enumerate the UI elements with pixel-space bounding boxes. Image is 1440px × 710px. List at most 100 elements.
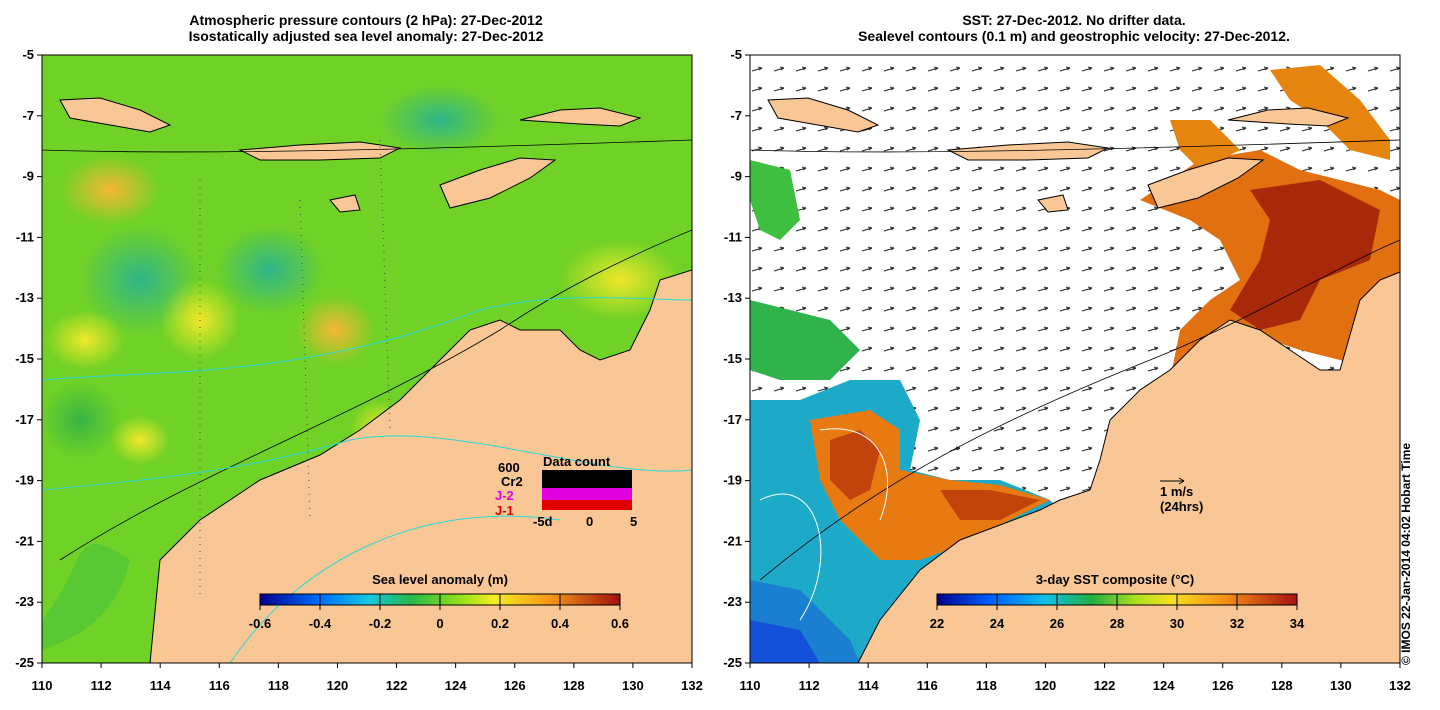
left-title-line1: Atmospheric pressure contours (2 hPa): 2… (189, 12, 543, 28)
depth-contour (42, 435, 692, 491)
lat-tick-label: -25 (723, 655, 742, 670)
lat-tick-label: -7 (22, 108, 34, 123)
lon-tick-label: 110 (32, 678, 53, 693)
timor-island (1147, 157, 1265, 209)
pressure-contour (199, 139, 391, 600)
sst-warm-water (1170, 120, 1240, 170)
sla-high-anomaly (110, 415, 170, 465)
pressure-contour (42, 139, 692, 153)
sst-cold-water (750, 620, 820, 663)
sla-high-anomaly (45, 310, 125, 370)
sla-high-anomaly (60, 155, 160, 225)
lon-tick-label: 122 (386, 678, 408, 693)
sla-low-anomaly (42, 380, 120, 460)
sumba-island (329, 194, 361, 213)
sealevel-contour (819, 428, 888, 521)
lat-tick-label: -15 (15, 351, 34, 366)
lon-tick-label: 130 (1330, 678, 1352, 693)
australia-landmass (149, 269, 692, 663)
velocity-scale-period: (24hrs) (1160, 499, 1203, 514)
sla-low-anomaly (42, 543, 130, 650)
lon-tick-label: 124 (1153, 678, 1175, 693)
right-title-line1: SST: 27-Dec-2012. No drifter data. (962, 12, 1186, 28)
lon-tick-label: 124 (445, 678, 467, 693)
left-colorbar-label: Sea level anomaly (m) (372, 572, 508, 587)
lat-tick-label: -21 (723, 533, 742, 548)
sst-green-water (750, 160, 800, 240)
colorbar-tick-label: -0.2 (369, 616, 391, 631)
lon-tick-label: 118 (976, 678, 997, 693)
lat-tick-label: -9 (22, 169, 34, 184)
axis-ticks: -5 -7 -9 -11 -13 -15 -17 -19 -21 -23 -25 110 112 114 1… (15, 47, 1411, 693)
sealevel-contour (759, 493, 822, 621)
data-count-title: Data count (543, 454, 611, 469)
lat-tick-label: -21 (15, 533, 34, 548)
colorbar-tick-label: 30 (1170, 616, 1184, 631)
left-colorbar: Sea level anomaly (m) -0.6 -0.4 -0.2 0 0.2 0.… (249, 572, 629, 631)
data-count-tick: -5d (533, 514, 553, 529)
lat-tick-label: -5 (730, 47, 742, 62)
lon-tick-label: 112 (91, 678, 112, 693)
lon-tick-label: 114 (858, 678, 880, 693)
left-title-line2: Isostatically adjusted sea level anomaly… (188, 28, 544, 44)
lon-tick-label: 114 (150, 678, 172, 693)
lon-tick-label: 116 (209, 678, 230, 693)
colorbar-tick-label: 28 (1110, 616, 1124, 631)
colorbar-tick-label: 0.4 (551, 616, 570, 631)
sla-low-anomaly (380, 85, 500, 155)
data-count-j1-bars (542, 500, 632, 510)
colorbar-tick-label: 0 (436, 616, 443, 631)
lat-tick-label: -23 (723, 594, 742, 609)
lat-tick-label: -7 (730, 108, 742, 123)
left-panel-title: Atmospheric pressure contours (2 hPa): 2… (40, 12, 692, 44)
depth-contour (42, 297, 692, 381)
sat-label-cr2: Cr2 (501, 474, 523, 489)
sst-warm-water (1270, 65, 1390, 160)
right-colorbar: 3-day SST composite (°C) 22 24 26 28 30 32 34 (930, 572, 1305, 631)
sealevel-contour (750, 139, 1400, 153)
lat-tick-label: -19 (15, 473, 34, 488)
sat-label-j2: J-2 (495, 488, 514, 503)
lon-tick-label: 122 (1094, 678, 1116, 693)
colorbar-tick-label: 32 (1230, 616, 1244, 631)
colorbar-tick-label: -0.6 (249, 616, 271, 631)
colorbar-tick-label: -0.4 (309, 616, 332, 631)
colorbar-tick-label: 24 (990, 616, 1005, 631)
lat-tick-label: -11 (724, 229, 742, 244)
lon-tick-label: 128 (563, 678, 585, 693)
sst-hot-water (830, 430, 880, 500)
colorbar-tick-label: 0.6 (611, 616, 629, 631)
lat-tick-label: -5 (22, 47, 34, 62)
data-count-tick: 5 (630, 514, 637, 529)
lon-tick-label: 128 (1271, 678, 1293, 693)
lon-tick-label: 116 (917, 678, 938, 693)
colorbar-tick-label: 0.2 (491, 616, 509, 631)
lon-tick-label: 126 (504, 678, 526, 693)
right-colorbar-label: 3-day SST composite (°C) (1036, 572, 1194, 587)
sat-label-j1: J-1 (495, 503, 514, 518)
lat-tick-label: -9 (730, 169, 742, 184)
lon-tick-label: 132 (681, 678, 703, 693)
sst-hot-water (940, 490, 1040, 520)
lat-tick-label: -23 (15, 594, 34, 609)
australia-landmass (857, 271, 1400, 663)
lat-tick-label: -17 (15, 412, 34, 427)
sst-hot-water (1230, 180, 1380, 330)
lon-tick-label: 120 (327, 678, 349, 693)
velocity-scale-value: 1 m/s (1160, 484, 1193, 499)
right-map: 1 m/s (24hrs) (750, 55, 1400, 663)
imos-credit: © IMOS 22-Jan-2014 04:02 Hobart Time (1399, 442, 1413, 665)
pressure-contour (59, 229, 692, 561)
depth-contour (229, 515, 561, 663)
data-count-j2-bars (542, 488, 632, 500)
lon-tick-label: 126 (1212, 678, 1234, 693)
colorbar-tick-label: 34 (1290, 616, 1305, 631)
lon-tick-label: 120 (1035, 678, 1057, 693)
lat-tick-label: -11 (16, 229, 34, 244)
colorbar-tick-label: 22 (930, 616, 944, 631)
banda-islands (519, 107, 642, 127)
lon-tick-label: 118 (268, 678, 289, 693)
velocity-scale-arrowhead (1178, 477, 1185, 485)
right-title-line2: Sealevel contours (0.1 m) and geostrophi… (858, 28, 1290, 44)
